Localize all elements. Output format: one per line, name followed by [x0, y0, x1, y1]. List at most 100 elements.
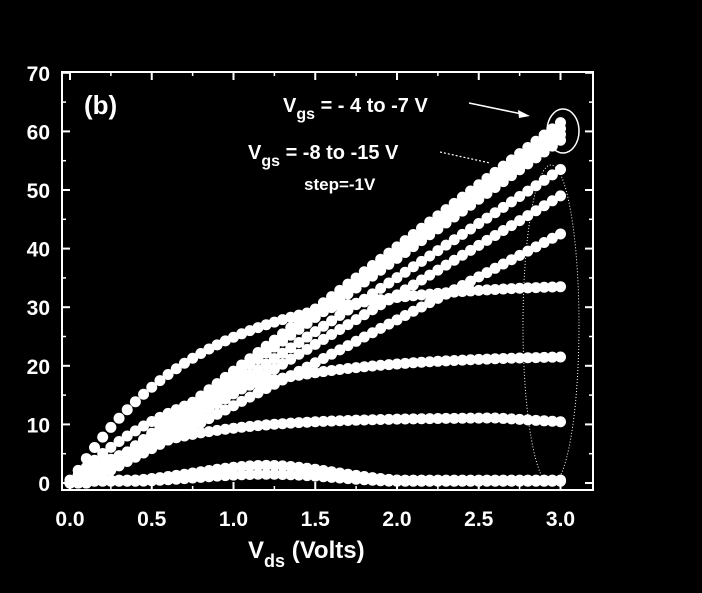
data-point — [465, 199, 477, 211]
data-point — [416, 301, 428, 313]
data-point — [440, 475, 452, 487]
data-point — [178, 357, 190, 369]
data-point — [342, 319, 354, 331]
data-point — [538, 415, 550, 427]
data-point — [350, 335, 362, 347]
data-point — [375, 322, 387, 334]
x-tick-label: 1.0 — [219, 508, 248, 531]
data-point — [375, 359, 387, 371]
data-point — [366, 360, 378, 372]
data-point — [465, 354, 477, 366]
data-point — [170, 473, 182, 485]
data-point — [334, 344, 346, 356]
data-point — [555, 163, 566, 175]
data-point — [375, 475, 387, 487]
data-point — [350, 362, 362, 374]
data-point — [342, 340, 354, 352]
data-point — [432, 413, 444, 425]
data-point — [113, 475, 125, 487]
data-point — [358, 276, 370, 288]
annotation-arrowhead-group1 — [518, 110, 530, 118]
data-point — [195, 347, 207, 359]
data-point — [383, 277, 395, 289]
data-point — [309, 338, 321, 350]
data-point — [546, 281, 558, 293]
data-point — [244, 369, 256, 381]
data-point — [326, 328, 338, 340]
data-point — [505, 254, 517, 266]
data-point — [383, 293, 395, 305]
data-point — [358, 309, 370, 321]
data-point — [317, 471, 329, 483]
data-point — [154, 375, 166, 387]
data-point — [268, 353, 280, 365]
x-tick-label: 2.0 — [382, 508, 411, 531]
data-point — [301, 331, 313, 343]
data-point — [228, 461, 239, 473]
data-point — [285, 371, 297, 383]
data-point — [366, 414, 378, 426]
data-point — [530, 152, 542, 164]
x-tick-label: 2.5 — [464, 508, 494, 531]
data-point — [522, 158, 534, 170]
data-point — [293, 336, 305, 348]
data-point — [121, 404, 133, 416]
data-point — [538, 475, 550, 487]
data-point — [366, 474, 378, 486]
x-tick-label: 0.5 — [137, 508, 167, 531]
axes-layer: 0.0 0.5 1.0 1.5 2.0 2.5 3.0 0 10 20 30 40 50 60 70 — [27, 63, 594, 531]
data-point — [285, 469, 297, 481]
data-point — [546, 475, 558, 487]
data-point — [244, 391, 256, 403]
x-tick-label: 3.0 — [546, 508, 575, 531]
data-point — [456, 475, 468, 487]
data-point — [497, 201, 509, 213]
data-point — [473, 193, 485, 205]
data-point — [80, 466, 92, 478]
data-point — [105, 464, 117, 476]
data-point — [465, 475, 477, 487]
data-point — [522, 185, 534, 197]
data-point — [456, 285, 468, 297]
data-point — [407, 279, 419, 291]
ellipse-group1 — [546, 108, 580, 154]
data-point — [129, 475, 141, 487]
data-point — [481, 353, 493, 365]
data-point — [342, 414, 354, 426]
data-point — [530, 205, 542, 217]
data-point — [505, 220, 517, 232]
data-point — [350, 414, 362, 426]
data-point — [285, 329, 297, 341]
data-point — [546, 232, 558, 244]
data-point — [138, 388, 150, 400]
data-point — [481, 284, 493, 296]
data-point — [424, 297, 436, 309]
data-point — [105, 475, 117, 487]
series-10 — [64, 412, 566, 489]
annotation-arrow-group2 — [439, 151, 491, 164]
data-point — [72, 475, 84, 487]
data-point — [317, 366, 329, 378]
data-point — [473, 353, 485, 365]
annotation-group2: Vgs = -8 to -15 V — [248, 142, 399, 170]
series-12 — [64, 468, 566, 487]
data-point — [277, 372, 289, 384]
data-point — [440, 259, 452, 271]
data-point — [277, 335, 289, 347]
data-point — [473, 218, 485, 230]
annotation-step: step=-1V — [304, 175, 376, 194]
data-point — [211, 408, 223, 420]
data-point — [514, 413, 526, 425]
data-point — [342, 299, 354, 311]
data-point — [138, 420, 150, 432]
data-point — [317, 352, 329, 364]
data-point — [497, 176, 509, 188]
data-point — [277, 347, 289, 359]
data-point — [146, 416, 158, 428]
data-point — [514, 191, 526, 203]
data-point — [277, 418, 289, 430]
data-point — [424, 269, 436, 281]
data-point — [178, 430, 190, 442]
data-point — [497, 258, 509, 270]
data-point — [97, 448, 109, 460]
